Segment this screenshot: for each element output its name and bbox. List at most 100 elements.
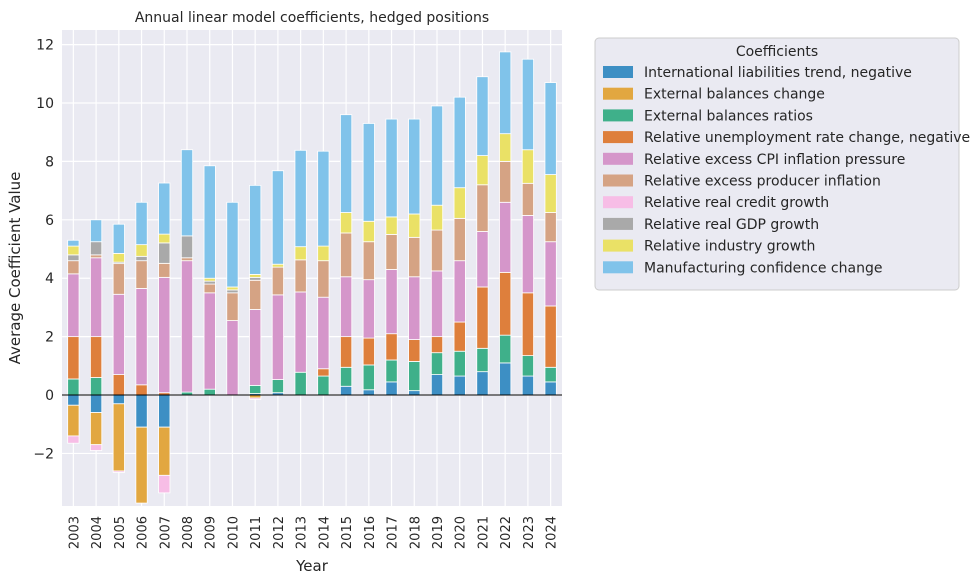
bar-segment [453,187,466,219]
bar-segment [249,309,262,386]
bar-segment [226,289,239,294]
bar-segment [226,286,239,291]
legend-label: Relative unemployment rate change, negat… [644,130,970,146]
legend-label: Relative excess producer inflation [644,174,881,190]
bar-segment [362,337,375,366]
bar-segment [385,269,398,335]
bar-segment [90,336,103,378]
bar-segment [135,255,148,262]
bar-segment [226,201,239,288]
bar-segment [430,270,444,338]
y-axis-label: Average Coefficient Value [6,172,24,365]
x-tick-label: 2009 [204,516,219,549]
legend-label: Relative industry growth [644,239,815,255]
bar-segment [158,276,171,394]
legend-label: Manufacturing confidence change [644,260,882,276]
bar-segment [340,232,353,278]
bar-segment [430,105,444,206]
bar-segment [499,362,512,396]
bar-segment [203,277,216,282]
x-tick-label: 2010 [226,516,241,549]
bar-segment [453,375,466,396]
bar-segment [90,377,103,396]
bar-segment [180,235,194,259]
x-tick-label: 2013 [295,516,310,549]
legend-swatch [603,217,633,230]
bar-segment [544,241,557,307]
x-tick-label: 2021 [476,516,491,549]
bar-segment [271,379,284,394]
bar-segment [249,397,262,400]
bar-segment [385,359,398,383]
bar-segment [90,394,103,413]
bar-segment [180,257,194,262]
bar-segment [226,292,239,321]
x-tick-label: 2005 [113,516,128,549]
bar-segment [476,371,489,396]
bar-segment [135,260,148,289]
bar-segment [521,149,534,184]
bar-segment [430,374,444,396]
y-tick-label: 8 [45,154,54,170]
bar-segment [90,254,103,259]
x-tick-labels: 2003 2004 2005 2006 2007 2008 2009 2010 2011 2012… [67,516,559,549]
bar-segment [385,216,398,235]
x-tick-label: 2003 [67,516,82,549]
bar-segment [249,384,262,394]
bar-segment [135,426,148,504]
x-tick-label: 2024 [545,516,560,549]
bar-segment [544,366,557,383]
bar-segment [203,292,216,390]
bar-segment [340,336,353,368]
bar-segment [135,201,148,246]
bar-segment [112,263,125,295]
bar-segment [430,204,444,231]
bar-segment [158,394,171,428]
bar-segment [158,426,171,476]
bar-segment [362,279,375,339]
x-tick-label: 2006 [136,516,151,549]
x-tick-label: 2016 [363,516,378,549]
y-tick-label: 6 [45,213,54,229]
bar-segment [112,470,125,473]
legend-label: External balances ratios [644,108,813,124]
bar-segment [453,350,466,377]
bar-segment [112,252,125,263]
bar-segment [67,336,80,380]
bar-segment [271,294,284,380]
bar-segment [249,184,262,275]
bar-segment [340,366,353,387]
bar-segment [317,296,330,370]
bar-segment [362,123,375,222]
legend-swatch [603,261,633,274]
bar-segment [112,374,125,396]
bar-segment [499,133,512,162]
bar-segment [294,371,307,396]
bar-segment [294,259,307,293]
bar-segment [499,201,512,273]
x-tick-label: 2018 [408,516,423,549]
bar-segment [499,51,512,135]
bar-segment [271,266,284,296]
x-tick-label: 2022 [499,516,514,549]
bar-segment [180,149,194,237]
bar-segment [67,273,80,338]
bar-segment [317,368,330,377]
legend-swatch [603,109,633,122]
legend-label: External balances change [644,87,825,103]
bar-segment [294,291,307,373]
y-tick-label: 10 [36,96,54,112]
bar-segment [362,220,375,243]
x-tick-label: 2015 [340,516,355,549]
bar-segment [408,390,421,396]
x-tick-label: 2012 [272,516,287,549]
x-tick-label: 2017 [386,516,401,549]
bar-segment [408,361,421,392]
x-axis-label: Year [295,557,329,575]
bar-segment [226,320,239,396]
legend-label: Relative real GDP growth [644,217,819,233]
bar-segment [67,378,80,396]
bar-segment [430,336,444,354]
bar-segment [180,260,194,393]
x-tick-label: 2007 [158,516,173,549]
